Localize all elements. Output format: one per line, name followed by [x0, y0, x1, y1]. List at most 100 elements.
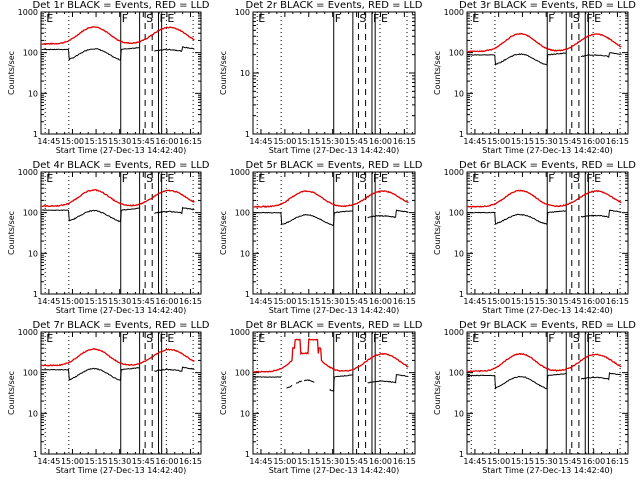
x-tick-label: 16:00	[369, 457, 392, 466]
y-tick-label: 1000	[230, 168, 250, 177]
marker-label: S	[146, 332, 153, 345]
x-tick-label: 15:00	[273, 457, 296, 466]
events-series-line	[253, 373, 409, 393]
x-tick-label: 15:15	[297, 137, 320, 146]
marker-label: E	[381, 172, 388, 185]
marker-label: E	[594, 12, 601, 25]
x-tick-label: 15:00	[487, 137, 510, 146]
x-tick-label: 15:30	[321, 457, 344, 466]
x-tick-label: 16:00	[369, 297, 392, 306]
lld-series-line	[41, 189, 195, 208]
marker-label: F	[122, 332, 128, 345]
panel-det-1: Det 1r BLACK = Events, RED = LLD 1 10 100 10…	[7, 0, 210, 155]
x-tick-label: 15:45	[558, 137, 581, 146]
x-tick-label: 15:15	[511, 137, 534, 146]
x-axis-label: Start Time (27-Dec-13 14:42:40)	[56, 146, 187, 155]
panel-title: Det 8r BLACK = Events, RED = LLD	[246, 320, 423, 331]
x-tick-label: 16:15	[179, 297, 202, 306]
events-series-line	[41, 206, 195, 223]
panel-det-9: Det 9r BLACK = Events, RED = LLD 1 10 100 10…	[433, 320, 636, 475]
lld-series-line	[467, 32, 622, 53]
x-axis-label: Start Time (27-Dec-13 14:42:40)	[482, 466, 613, 475]
x-tick-label: 15:30	[535, 297, 558, 306]
y-tick-label: 1000	[18, 8, 38, 17]
panel-det-3: Det 3r BLACK = Events, RED = LLD 1 10 100 10…	[433, 0, 636, 155]
x-tick-label: 15:00	[61, 137, 84, 146]
x-tick-label: 16:15	[606, 137, 629, 146]
x-tick-label: 16:15	[393, 297, 416, 306]
marker-label: E	[46, 172, 53, 185]
x-tick-label: 15:45	[345, 137, 368, 146]
x-axis-label: Start Time (27-Dec-13 14:42:40)	[269, 146, 400, 155]
x-tick-label: 15:00	[273, 297, 296, 306]
marker-label: E	[594, 332, 601, 345]
y-tick-label: 10	[240, 249, 250, 258]
y-tick-label: 100	[449, 369, 464, 378]
x-tick-label: 16:15	[393, 457, 416, 466]
x-tick-label: 15:30	[535, 137, 558, 146]
y-tick-label: 10	[454, 409, 464, 418]
panel-det-5: Det 5r BLACK = Events, RED = LLD 1 10 100 10…	[219, 160, 423, 315]
marker-label: E	[46, 332, 53, 345]
x-axis-label: Start Time (27-Dec-13 14:42:40)	[482, 146, 613, 155]
x-tick-label: 15:15	[85, 297, 108, 306]
marker-label: S	[573, 12, 580, 25]
marker-label: E	[258, 12, 265, 25]
x-tick-label: 15:00	[61, 457, 84, 466]
x-tick-label: 15:45	[132, 297, 155, 306]
x-axis-label: Start Time (27-Dec-13 14:42:40)	[482, 306, 613, 315]
lld-series-line	[253, 190, 409, 209]
x-tick-label: 16:15	[606, 297, 629, 306]
panel-det-7: Det 7r BLACK = Events, RED = LLD 1 10 100 10…	[7, 320, 210, 475]
y-axis-label: Counts/sec	[433, 51, 442, 95]
y-tick-label: 10	[28, 409, 38, 418]
marker-label: S	[573, 172, 580, 185]
x-tick-label: 14:45	[37, 457, 60, 466]
panel-title: Det 6r BLACK = Events, RED = LLD	[459, 160, 636, 171]
y-tick-label: 1	[33, 130, 38, 139]
y-tick-label: 1	[459, 290, 464, 299]
marker-label: E	[472, 12, 479, 25]
marker-label: F	[122, 12, 128, 25]
lld-series-line	[467, 352, 622, 373]
x-tick-label: 16:00	[582, 297, 605, 306]
marker-label: F	[122, 172, 128, 185]
x-axis-label: Start Time (27-Dec-13 14:42:40)	[269, 466, 400, 475]
y-tick-label: 1000	[444, 328, 464, 337]
marker-label: S	[573, 332, 580, 345]
events-series-line	[253, 209, 409, 227]
marker-label: F	[160, 172, 166, 185]
x-tick-label: 16:15	[393, 137, 416, 146]
y-tick-label: 1000	[444, 168, 464, 177]
y-axis-label: Counts/sec	[7, 51, 16, 95]
x-tick-label: 15:30	[108, 457, 131, 466]
y-tick-label: 100	[235, 8, 250, 17]
x-tick-label: 14:45	[249, 457, 272, 466]
x-tick-label: 14:45	[37, 297, 60, 306]
panel-det-6: Det 6r BLACK = Events, RED = LLD 1 10 100 10…	[433, 160, 636, 315]
panel-title: Det 5r BLACK = Events, RED = LLD	[246, 160, 423, 171]
x-tick-label: 15:45	[132, 457, 155, 466]
marker-label: F	[373, 332, 379, 345]
lld-series-line	[41, 26, 195, 45]
y-tick-label: 100	[235, 209, 250, 218]
x-tick-label: 15:00	[61, 297, 84, 306]
panel-title: Det 2r BLACK = Events, RED = LLD	[246, 0, 423, 11]
marker-label: F	[548, 12, 554, 25]
marker-label: F	[586, 332, 592, 345]
events-series-line	[467, 52, 622, 66]
lld-series-line	[467, 189, 622, 208]
y-tick-label: 100	[23, 369, 38, 378]
x-tick-label: 15:30	[321, 297, 344, 306]
y-tick-label: 10	[240, 69, 250, 78]
y-tick-label: 1	[33, 290, 38, 299]
marker-label: F	[586, 12, 592, 25]
y-axis-label: Counts/sec	[433, 371, 442, 415]
x-tick-label: 15:00	[487, 457, 510, 466]
y-tick-label: 1	[459, 130, 464, 139]
marker-label: F	[548, 172, 554, 185]
marker-label: E	[167, 172, 174, 185]
marker-label: S	[359, 332, 366, 345]
x-tick-label: 15:15	[297, 457, 320, 466]
